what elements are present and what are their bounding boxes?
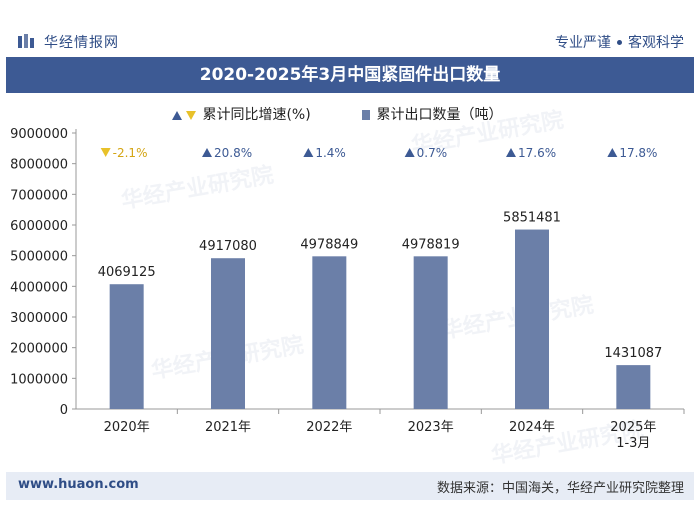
bar-6 [616,365,651,409]
legend-growth: 累计同比增速(%) [172,104,311,124]
slogan-left: 专业严谨 [555,35,611,51]
bar-4 [413,256,448,409]
bar-2 [211,258,245,409]
y-tick-label: 7000000 [10,188,68,203]
chart-title: 2020-2025年3月中国紧固件出口数量 [6,57,694,93]
y-tick-label: 9000000 [10,127,68,142]
y-tick-label: 1000000 [10,372,68,387]
growth-label: 20.8% [214,146,252,160]
growth-label: 1.4% [315,146,346,160]
separator-dot-icon [617,39,622,45]
slogan-right: 客观科学 [628,35,684,51]
data-source: 数据来源：中国海关，华经产业研究院整理 [436,481,684,496]
growth-marker-icon [172,111,196,120]
legend-volume-label: 累计出口数量（吨） [376,107,503,123]
y-tick-label: 4000000 [10,280,68,295]
y-tick-label: 2000000 [10,342,68,357]
x-tick-label: 2025年 [610,420,656,435]
bar-3 [312,256,347,409]
bar-value-label: 4978849 [300,237,358,252]
top-bar: 华经情报网 专业严谨 客观科学 [0,0,700,56]
bar-chart: 0 1000000 2000000 3000000 4000000 5000000 6000… [10,127,685,451]
y-tick-label: 6000000 [10,219,68,234]
footer: www.huaon.com 数据来源：中国海关，华经产业研究院整理 [6,472,694,500]
legend-growth-label: 累计同比增速(%) [202,107,311,123]
growth-label: 17.6% [518,146,556,160]
growth-down-icon [100,148,111,157]
x-tick-label: 2022年 [306,420,352,435]
brand-name: 华经情报网 [44,35,119,51]
bar-5 [515,229,549,409]
chart-legend: 累计同比增速(%) 累计出口数量（吨） [0,100,700,124]
x-tick-label: 2021年 [205,420,251,435]
bar-value-label: 4978819 [402,237,460,252]
x-tick-label: 2023年 [408,420,454,435]
y-tick-label: 5000000 [10,250,68,265]
bar-value-label: 4069125 [98,265,156,280]
footer-url[interactable]: www.huaon.com [18,477,139,492]
bar-swatch-icon [362,110,370,120]
growth-up-icon [202,148,212,157]
growth-label: 17.8% [619,146,657,160]
x-tick-label: 2020年 [104,420,150,435]
brand-logo-icon [18,34,34,48]
growth-label: -2.1% [113,146,148,160]
x-tick-label: 1-3月 [616,436,650,451]
growth-label: 0.7% [417,146,448,160]
growth-up-icon [404,148,415,157]
growth-up-icon [303,148,314,157]
growth-up-icon [607,148,618,157]
slogan: 专业严谨 客观科学 [555,32,684,52]
x-tick-label: 2024年 [509,420,555,435]
bar-value-label: 4917080 [199,239,257,254]
bar-value-label: 1431087 [604,346,662,361]
growth-up-icon [506,148,516,157]
y-tick-label: 3000000 [10,311,68,326]
legend-volume: 累计出口数量（吨） [362,104,502,124]
y-tick-label: 8000000 [10,158,68,173]
bar-value-label: 5851481 [503,211,561,226]
y-tick-label: 0 [60,403,68,418]
bar-1 [109,284,144,409]
